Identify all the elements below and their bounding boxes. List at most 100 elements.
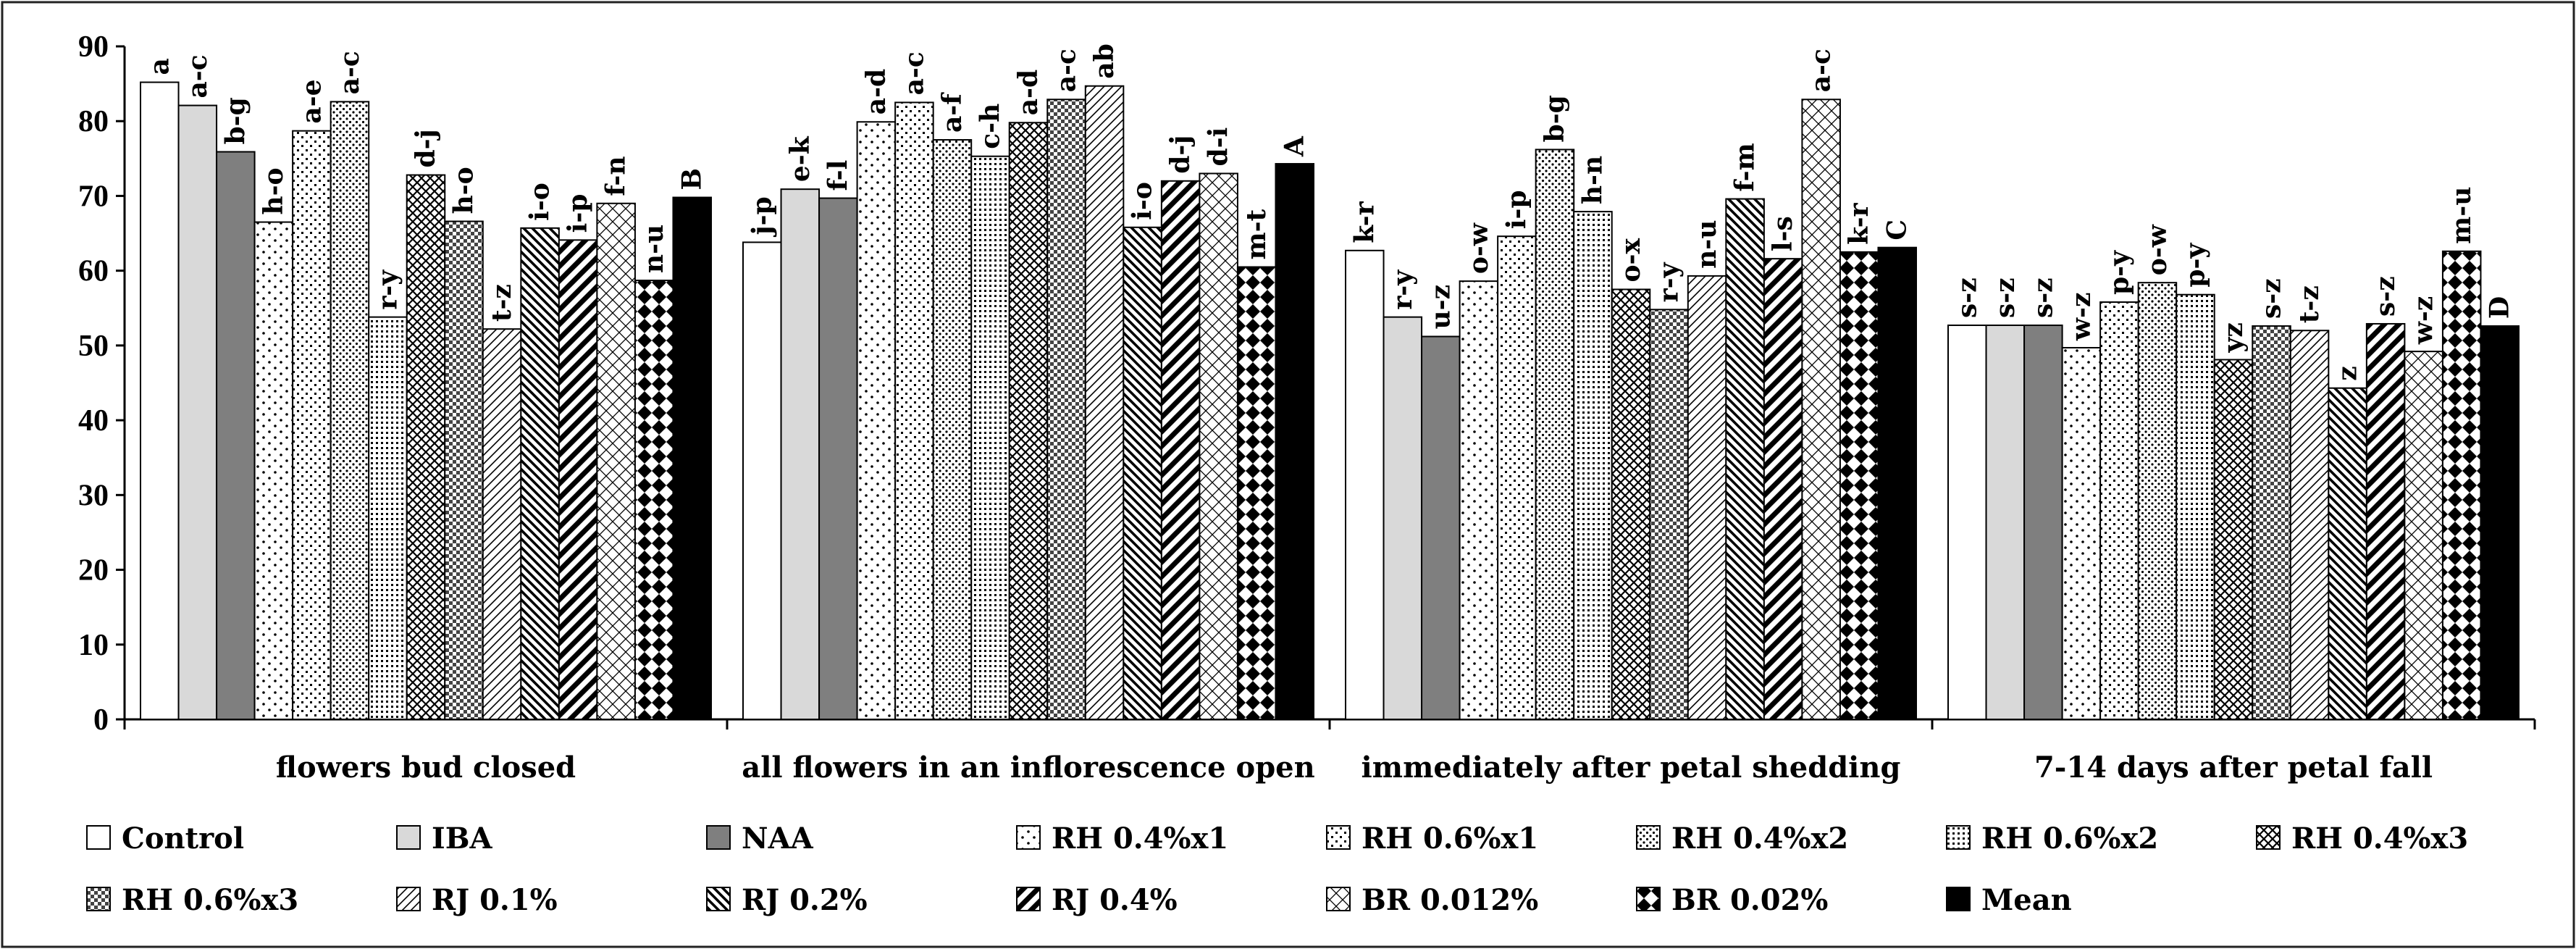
bar-mean bbox=[1275, 163, 1315, 720]
bar-rh-0-4-x3 bbox=[2213, 359, 2254, 720]
bar-significance-label: h-n bbox=[1577, 156, 1608, 204]
bar-iba bbox=[1383, 316, 1423, 721]
bar-naa bbox=[2023, 325, 2063, 721]
bar-significance-label: h-o bbox=[259, 167, 289, 214]
category-labels: flowers bud closed all flowers in an infl… bbox=[276, 751, 2433, 785]
legend-label: RJ 0.2% bbox=[742, 883, 868, 917]
bar-significance-label: i-p bbox=[1501, 190, 1532, 229]
bar-naa bbox=[1421, 335, 1461, 721]
legend-swatch bbox=[1946, 887, 1971, 911]
bar-labels: a a-cb-gh-oa-ea-cr-yd-jh-ot-zi-o i-pf-nn-u… bbox=[144, 43, 2514, 381]
bar-rh-0-4-x1 bbox=[856, 121, 897, 720]
bar-rj-0-2- bbox=[520, 227, 560, 720]
bar-significance-label: k-r bbox=[1349, 201, 1380, 243]
bar-control bbox=[140, 81, 180, 720]
bar-iba bbox=[1985, 325, 2026, 721]
legend-label: Control bbox=[122, 822, 244, 856]
legend-swatch bbox=[1636, 825, 1661, 850]
category-label: flowers bud closed bbox=[276, 751, 576, 785]
legend-label: Mean bbox=[1981, 883, 2072, 917]
bar-significance-label: A bbox=[1280, 135, 1310, 157]
bar-significance-label: j-p bbox=[747, 196, 777, 237]
bar-significance-label: a-c bbox=[1806, 49, 1837, 92]
bar-rh-0-6-x1 bbox=[1497, 235, 1537, 720]
bar-significance-label: D bbox=[2485, 296, 2515, 319]
bar-rh-0-6-x1 bbox=[894, 101, 934, 720]
legend: Control IBA NAA RH 0.4%x1 RH 0.6%x1 RH 0.4%x2… bbox=[86, 822, 2468, 917]
bar-significance-label: a-c bbox=[1052, 49, 1082, 92]
bar-rh-0-4-x3 bbox=[1008, 122, 1049, 720]
legend-label: BR 0.012% bbox=[1362, 883, 1538, 917]
bar-significance-label: w-z bbox=[2066, 293, 2097, 341]
bar-significance-label: d-j bbox=[411, 129, 441, 167]
bar-significance-label: C bbox=[1882, 220, 1913, 241]
bar-rh-0-6-x2 bbox=[1573, 211, 1613, 721]
bar-significance-label: s-z bbox=[1952, 277, 1982, 318]
category-label: all flowers in an inflorescence open bbox=[742, 751, 1314, 785]
bar-significance-label: a bbox=[144, 58, 175, 75]
bar-significance-label: ab bbox=[1089, 43, 1120, 79]
category-label: immediately after petal shedding bbox=[1362, 751, 1901, 785]
legend-swatch bbox=[1946, 825, 1971, 850]
bar-significance-label: a-f bbox=[937, 92, 968, 133]
bar-rh-0-4-x1 bbox=[1459, 280, 1499, 720]
bar-br-0-02- bbox=[1236, 266, 1277, 720]
bar-br-0-012- bbox=[1199, 172, 1238, 720]
bar-rj-0-4- bbox=[1160, 180, 1201, 721]
legend-label: RH 0.4%x1 bbox=[1052, 822, 1228, 856]
bar-rj-0-4- bbox=[1763, 258, 1803, 720]
bar-br-0-012- bbox=[596, 202, 636, 720]
bar-significance-label: f-n bbox=[601, 156, 632, 196]
bar-significance-label: t-z bbox=[2294, 285, 2325, 323]
bar-br-0-02- bbox=[1839, 251, 1879, 721]
bar-significance-label: t-z bbox=[487, 284, 517, 322]
bar-naa bbox=[818, 197, 858, 720]
legend-swatch bbox=[396, 825, 421, 850]
bar-rj-0-2- bbox=[1123, 226, 1162, 720]
bar-significance-label: n-u bbox=[639, 225, 669, 273]
bar-rh-0-6-x1 bbox=[2099, 301, 2139, 720]
legend-label: RJ 0.1% bbox=[432, 883, 558, 917]
bar-rj-0-1- bbox=[1687, 275, 1727, 720]
category-label: 7-14 days after petal fall bbox=[2034, 751, 2433, 785]
bar-significance-label: p-y bbox=[2104, 250, 2134, 295]
bar-significance-label: a-c bbox=[335, 51, 365, 94]
bar-control bbox=[1947, 325, 1987, 721]
bar-rh-0-6-x3 bbox=[1046, 99, 1086, 720]
bar-br-0-012- bbox=[2404, 351, 2443, 720]
bar-rh-0-6-x3 bbox=[444, 220, 484, 721]
bar-significance-label: o-x bbox=[1616, 238, 1646, 283]
legend-swatch bbox=[1326, 825, 1351, 850]
bar-significance-label: o-w bbox=[1464, 222, 1494, 274]
bar-significance-label: o-w bbox=[2142, 224, 2173, 275]
y-tick-label: 40 bbox=[78, 404, 109, 438]
legend-swatch bbox=[1016, 887, 1041, 911]
bar-significance-label: m-u bbox=[2446, 187, 2477, 244]
y-tick-label: 10 bbox=[78, 629, 109, 662]
bar-significance-label: s-z bbox=[2370, 276, 2401, 317]
legend-swatch bbox=[1016, 825, 1041, 850]
legend-label: NAA bbox=[742, 822, 814, 856]
bar-significance-label: b-g bbox=[220, 97, 251, 144]
bar-significance-label: s-z bbox=[2257, 278, 2287, 319]
bar-rj-0-4- bbox=[2365, 322, 2406, 720]
bar-rh-0-6-x1 bbox=[292, 130, 332, 720]
y-tick-label: 20 bbox=[78, 554, 109, 588]
legend-swatch bbox=[1636, 887, 1661, 911]
legend-label: RH 0.6%x2 bbox=[1981, 822, 2158, 856]
bar-rh-0-4-x2 bbox=[1535, 149, 1575, 721]
legend-label: RJ 0.4% bbox=[1052, 883, 1178, 917]
legend-label: RH 0.6%x1 bbox=[1362, 822, 1538, 856]
y-tick-label: 0 bbox=[93, 703, 109, 737]
bar-rh-0-6-x2 bbox=[2176, 293, 2215, 721]
y-tick-label: 90 bbox=[78, 30, 109, 64]
bar-significance-label: d-i bbox=[1204, 127, 1234, 167]
bar-rj-0-2- bbox=[1725, 198, 1765, 721]
bar-significance-label: m-t bbox=[1241, 209, 1272, 259]
bar-significance-label: u-z bbox=[1425, 285, 1456, 330]
bar-significance-label: a-d bbox=[1013, 70, 1044, 115]
legend-swatch bbox=[1326, 887, 1351, 911]
bar-iba bbox=[177, 104, 218, 721]
